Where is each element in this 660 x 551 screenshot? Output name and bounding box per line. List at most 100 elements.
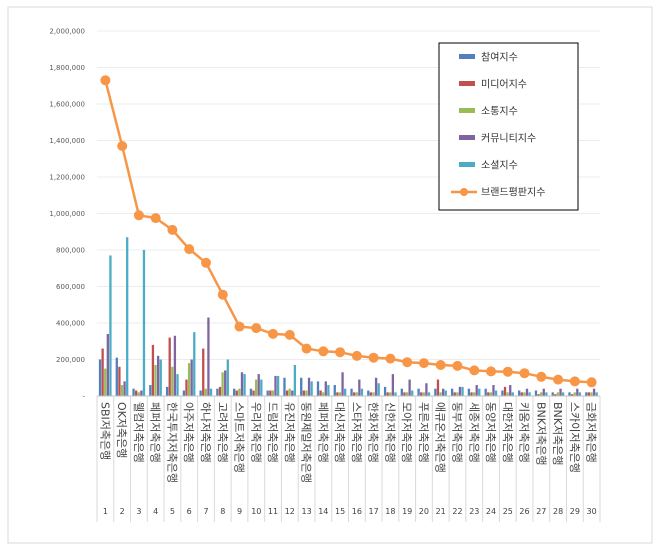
bar-참여지수 <box>350 388 353 396</box>
bar-소통지수 <box>254 379 258 396</box>
x-axis-categories: SBI저축은행 1 OK저축은행 2 웰컴저축은행 3 페퍼저축은행 4 한국투자저축은행 5 아주… <box>98 402 597 516</box>
bar-커뮤니티지수 <box>257 374 260 396</box>
category-number: 20 <box>419 507 429 516</box>
line-point <box>284 329 295 340</box>
category-number: 6 <box>187 507 192 516</box>
category-number: 9 <box>237 507 242 516</box>
line-point <box>486 366 496 377</box>
category-number: 8 <box>220 507 225 516</box>
line-point <box>100 75 111 86</box>
category-number: 11 <box>268 507 278 516</box>
category-label: 애큐온저축은행 <box>434 402 447 473</box>
bar-커뮤니티지수 <box>592 388 596 396</box>
bar-참여지수 <box>417 388 420 396</box>
bar-미디어지수 <box>151 344 155 396</box>
category-label: 고려저축은행 <box>216 402 229 463</box>
bar-참여지수 <box>551 392 554 396</box>
line-point <box>519 368 530 379</box>
category-label: 키움저축은행 <box>518 402 531 463</box>
bar-소통지수 <box>472 392 476 396</box>
bar-소통지수 <box>372 392 375 396</box>
bar-미디어지수 <box>537 394 540 396</box>
bar-커뮤니티지수 <box>274 375 277 396</box>
line-point <box>150 213 161 224</box>
bar-참여지수 <box>501 390 504 396</box>
category-label: 모아저축은행 <box>400 402 413 463</box>
bar-참여지수 <box>568 392 571 396</box>
category-number: 10 <box>251 507 261 516</box>
category-number: 14 <box>318 507 328 516</box>
bar-소셜지수 <box>226 359 229 396</box>
y-tick-label: 800,000 <box>56 247 85 255</box>
y-tick-label: 1,600,000 <box>49 101 85 109</box>
bar-커뮤니티지수 <box>224 370 227 396</box>
bar-소통지수 <box>305 390 308 396</box>
legend-marker <box>460 188 468 196</box>
bar-미디어지수 <box>135 390 138 396</box>
bar-참여지수 <box>249 388 253 396</box>
line-point <box>418 358 429 369</box>
category-number: 25 <box>503 507 513 516</box>
bar-소셜지수 <box>478 388 481 396</box>
legend-swatch <box>459 162 475 167</box>
bar-소셜지수 <box>142 250 146 396</box>
bar-소통지수 <box>154 364 157 396</box>
bar-소셜지수 <box>159 359 162 396</box>
bar-커뮤니티지수 <box>525 388 529 396</box>
bar-소통지수 <box>288 388 291 396</box>
category-label: 동부저축은행 <box>451 402 464 463</box>
category-number: 17 <box>369 507 379 516</box>
y-tick-label: 1,200,000 <box>49 174 85 182</box>
bar-커뮤니티지수 <box>458 386 462 397</box>
bar-커뮤니티지수 <box>391 374 395 396</box>
category-number: 12 <box>285 507 295 516</box>
legend-label: 소셜지수 <box>481 160 518 172</box>
category-label: 푸른저축은행 <box>417 402 430 463</box>
bar-참여지수 <box>216 388 219 396</box>
bar-소통지수 <box>171 366 174 396</box>
line-point <box>335 347 346 358</box>
category-label: 하나저축은행 <box>199 402 213 463</box>
category-label: 페퍼저축은행 <box>316 402 329 463</box>
y-tick-label: 200,000 <box>56 356 85 364</box>
bar-소셜지수 <box>209 388 213 396</box>
bar-커뮤니티지수 <box>156 355 160 396</box>
bar-소통지수 <box>355 392 358 396</box>
bar-소셜지수 <box>193 332 196 397</box>
line-point <box>502 366 513 377</box>
category-number: 15 <box>335 507 345 516</box>
line-point <box>318 346 329 357</box>
bar-소통지수 <box>338 392 342 396</box>
bar-참여지수 <box>182 390 186 396</box>
bar-소통지수 <box>506 392 509 396</box>
bar-커뮤니티지수 <box>190 359 193 396</box>
bar-참여지수 <box>316 381 320 396</box>
bar-커뮤니티지수 <box>408 379 411 396</box>
legend-label: 참여지수 <box>481 52 518 64</box>
line-point <box>452 360 463 371</box>
bar-참여지수 <box>333 385 336 396</box>
category-number: 2 <box>120 507 125 516</box>
bar-커뮤니티지수 <box>542 388 545 396</box>
category-label: 웰컴저축은행 <box>132 402 145 463</box>
category-label: 동양저축은행 <box>484 402 497 463</box>
bar-소셜지수 <box>360 388 364 396</box>
bar-참여지수 <box>233 388 236 396</box>
bar-참여지수 <box>383 386 387 397</box>
category-number: 29 <box>570 507 580 516</box>
bar-커뮤니티지수 <box>492 385 495 396</box>
bar-소셜지수 <box>444 390 447 396</box>
legend-swatch <box>459 108 475 113</box>
category-number: 21 <box>436 507 446 516</box>
bar-소셜지수 <box>494 390 498 396</box>
bar-미디어지수 <box>487 392 490 396</box>
bar-미디어지수 <box>420 392 423 396</box>
bar-소셜지수 <box>427 392 431 396</box>
legend-label: 미디어지수 <box>481 79 527 91</box>
bar-소통지수 <box>556 392 560 396</box>
bar-미디어지수 <box>336 392 339 396</box>
bar-소통지수 <box>489 392 493 396</box>
line-point <box>435 360 446 370</box>
category-label: 대한저축은행 <box>501 402 514 463</box>
legend-label: 소통지수 <box>481 106 518 118</box>
